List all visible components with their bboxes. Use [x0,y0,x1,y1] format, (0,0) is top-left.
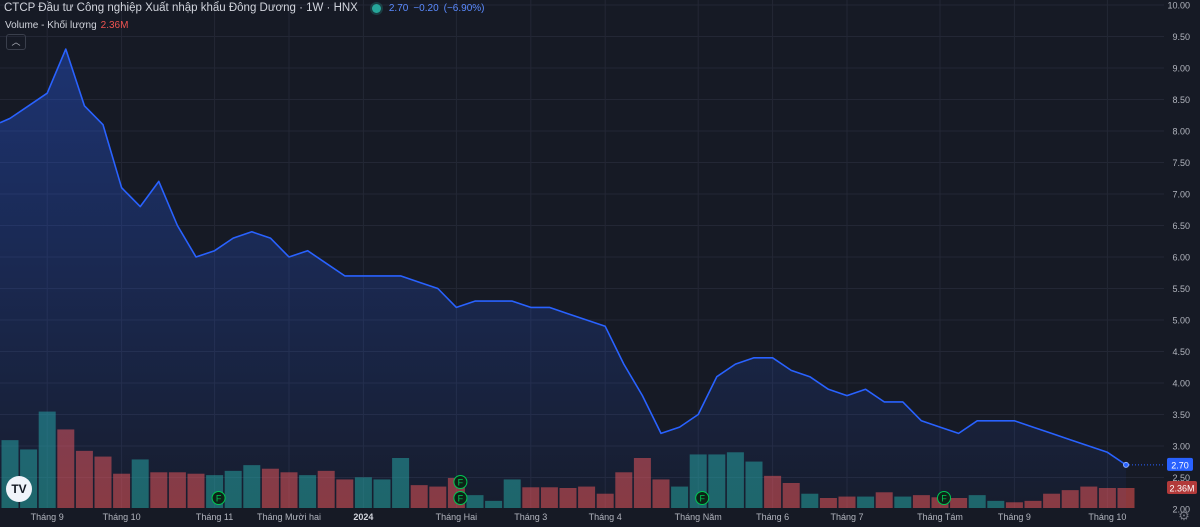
price-tick-label: 6.00 [1172,253,1190,263]
time-tick-label: Tháng 9 [31,512,64,522]
price-tick-label: 2.50 [1172,473,1190,483]
quote: 2.70 −0.20 (−6.90%) [389,3,490,14]
dividend-marker-label: F [458,494,464,504]
last-price-point [1123,461,1129,468]
dividend-marker-icon[interactable] [695,491,710,505]
price-tick-label: 4.00 [1172,379,1190,389]
dividend-markers: F FFF F [211,475,951,505]
price-tick-label: 8.00 [1172,127,1190,137]
dividend-marker-label: F [941,494,947,504]
chevron-up-icon[interactable]: ︿ [6,34,26,50]
time-tick-label: Tháng Hai [436,512,478,522]
time-tick-label: Tháng 4 [589,512,622,522]
time-axis-bg [0,508,1164,527]
volume-value: 2.36M [100,20,129,31]
dividend-marker-label: F [699,494,705,504]
time-tick-label: Tháng Năm [675,512,722,522]
chart-legend: CTCP Đầu tư Công nghiệp Xuất nhập khẩu Đ… [4,2,490,14]
price-tick-label: 8.50 [1172,95,1190,105]
price-tick-label: 5.50 [1172,284,1190,294]
last-price: 2.70 [388,2,409,14]
price-change-pct: (−6.90%) [443,2,485,14]
time-tick-label: Tháng 3 [514,512,547,522]
time-tick-label: Tháng 9 [998,512,1031,522]
last-price-tag-label: 2.70 [1171,460,1189,470]
price-tick-label: 3.00 [1172,442,1190,452]
volume-legend: Volume - Khối lượng 2.36M [5,20,128,31]
price-line [0,48,1127,466]
last-volume-tag [1167,481,1197,494]
price-tick-label: 7.00 [1172,190,1190,200]
market-status-icon [371,3,381,13]
price-change: −0.20 [413,2,439,14]
price-tick-label: 7.50 [1172,158,1190,168]
time-tick-label: Tháng 6 [756,512,789,522]
time-tick-label: Tháng Mười hai [257,512,321,522]
price-area-fill [0,49,1126,508]
symbol-title: CTCP Đầu tư Công nghiệp Xuất nhập khẩu Đ… [4,2,358,14]
time-tick-label: 2024 [353,512,373,522]
price-tick-label: 9.50 [1172,32,1190,42]
tradingview-logo-icon[interactable]: TV [6,476,32,502]
price-tick-label: 10.00 [1167,1,1190,11]
dividend-marker-icon[interactable] [937,491,951,505]
price-tick-label: 2.00 [1172,505,1190,515]
price-tick-label: 9.00 [1172,64,1190,74]
time-tick-label: Tháng Tám [917,512,963,522]
dividend-marker-icon[interactable] [453,475,468,489]
price-area [0,48,1164,508]
time-tick-label: Tháng 10 [1088,512,1126,522]
time-tick-label: Tháng 11 [196,512,233,522]
dividend-marker-icon[interactable] [453,491,468,505]
price-axis-bg [1164,0,1200,527]
time-tick-label: Tháng 7 [830,512,863,522]
price-tick-label: 6.50 [1172,221,1190,231]
dividend-marker-label: F [458,478,464,488]
price-tick-label: 3.50 [1172,410,1190,420]
last-volume-tag-label: 2.36M [1169,484,1194,494]
gear-icon[interactable]: ⚙ [1178,508,1190,523]
time-tick-label: Tháng 10 [103,512,141,522]
volume-label: Volume - Khối lượng [5,20,97,31]
dividend-marker-label: F [216,494,222,504]
dividend-marker-icon[interactable] [211,491,226,505]
price-tick-label: 4.50 [1172,347,1190,357]
time-axis[interactable]: Tháng 9 Tháng 10 Tháng 11 Tháng Mười hai 202… [0,508,1164,527]
last-price-tag [1167,457,1193,471]
price-axis[interactable]: 10.00 9.50 9.00 8.50 8.00 7.50 7.00 6.50 6.00 5.5… [1164,0,1200,527]
price-tick-label: 5.00 [1172,316,1190,326]
